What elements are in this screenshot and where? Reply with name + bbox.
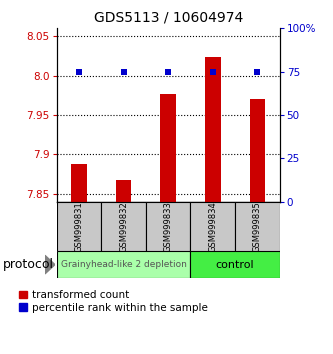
Text: GSM999834: GSM999834	[208, 201, 217, 252]
Point	[210, 69, 215, 75]
Text: GSM999831: GSM999831	[74, 201, 84, 252]
Text: GSM999832: GSM999832	[119, 201, 128, 252]
Bar	[101, 202, 146, 251]
Bar	[57, 202, 101, 251]
Point	[121, 69, 126, 75]
Text: GSM999833: GSM999833	[164, 201, 173, 252]
Bar	[71, 164, 87, 202]
Bar	[250, 99, 265, 202]
Title: GDS5113 / 10604974: GDS5113 / 10604974	[94, 10, 243, 24]
Polygon shape	[45, 255, 55, 274]
Bar	[190, 251, 280, 278]
Bar	[161, 94, 176, 202]
Bar	[116, 180, 131, 202]
Point	[255, 69, 260, 75]
Bar	[190, 202, 235, 251]
Bar	[57, 251, 190, 278]
Point	[76, 69, 82, 75]
Bar	[205, 57, 220, 202]
Text: GSM999835: GSM999835	[253, 201, 262, 252]
Legend: transformed count, percentile rank within the sample: transformed count, percentile rank withi…	[19, 290, 208, 313]
Bar	[146, 202, 190, 251]
Point	[166, 69, 171, 75]
Text: control: control	[216, 259, 254, 270]
Text: Grainyhead-like 2 depletion: Grainyhead-like 2 depletion	[61, 260, 186, 269]
Text: protocol: protocol	[3, 258, 54, 271]
Bar	[235, 202, 280, 251]
